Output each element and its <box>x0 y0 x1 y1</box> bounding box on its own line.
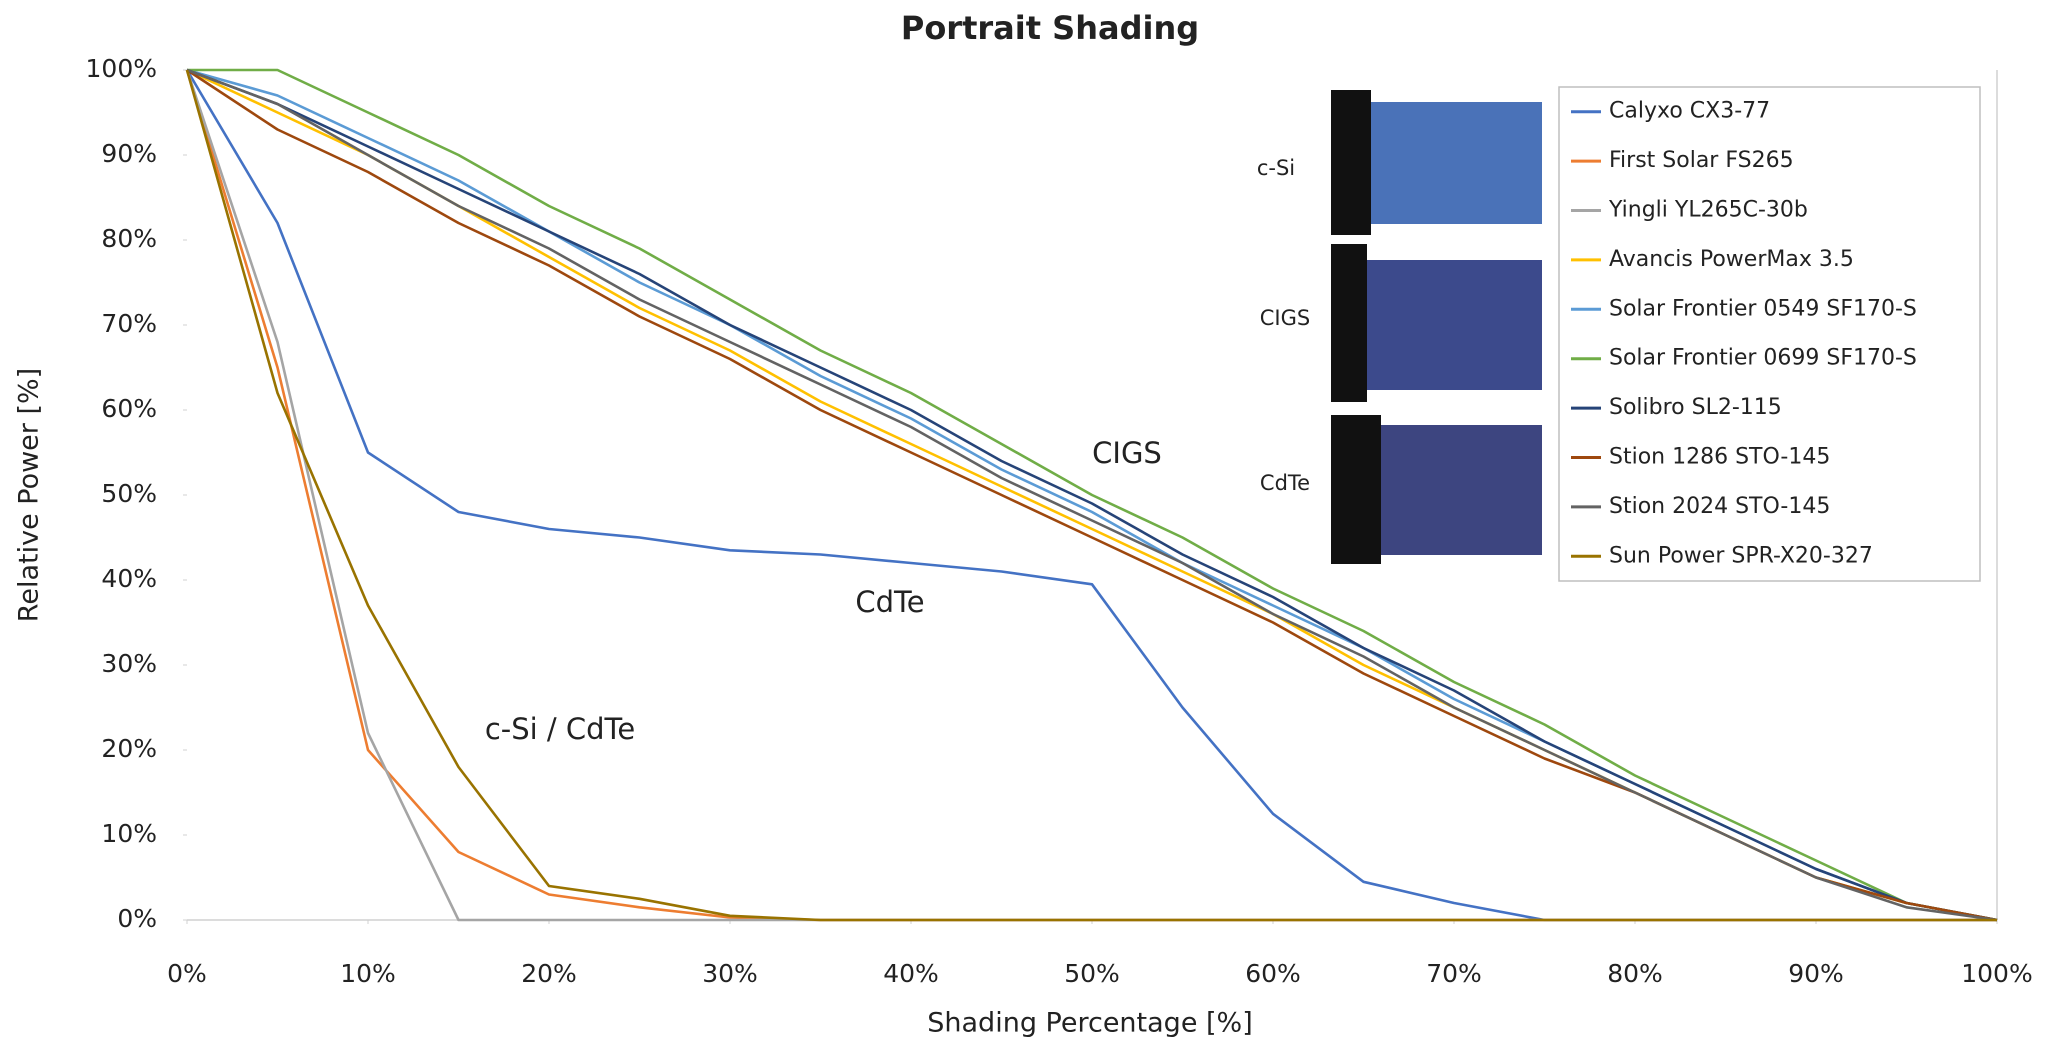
series-line <box>187 68 1998 922</box>
y-axis-title: Relative Power [%] <box>14 368 45 622</box>
inset-label: CdTe <box>1260 471 1310 495</box>
y-tick-label: 0% <box>117 904 157 933</box>
y-tick-label: 10% <box>101 819 157 848</box>
inset-shade <box>1331 90 1371 235</box>
legend-label: Stion 1286 STO-145 <box>1609 445 1830 470</box>
y-tick-label: 100% <box>86 54 157 83</box>
series-line <box>186 68 1998 922</box>
legend-box <box>1558 86 1981 582</box>
legend-label: Solar Frontier 0549 SF170-S <box>1609 296 1917 321</box>
legend-label: Sun Power SPR-X20-327 <box>1609 543 1873 568</box>
y-tick-label: 90% <box>101 139 157 168</box>
x-tick-label: 30% <box>702 959 758 988</box>
x-tick-label: 20% <box>521 959 577 988</box>
inset-panel <box>1371 102 1542 224</box>
x-tick-label: 100% <box>1961 959 2032 988</box>
x-tick-label: 70% <box>1426 959 1482 988</box>
y-tick-label: 50% <box>101 479 157 508</box>
inset-label: CIGS <box>1260 306 1310 330</box>
annotation: c-Si / CdTe <box>485 712 635 746</box>
x-tick-label: 40% <box>883 959 939 988</box>
y-tick-label: 80% <box>101 224 157 253</box>
series-line <box>185 69 1997 922</box>
x-tick-label: 0% <box>167 959 207 988</box>
chart-title: Portrait Shading <box>901 9 1199 47</box>
legend-label: Solar Frontier 0699 SF170-S <box>1609 346 1917 371</box>
legend-label: Avancis PowerMax 3.5 <box>1609 247 1854 272</box>
legend-label: Stion 2024 STO-145 <box>1609 494 1830 519</box>
annotation: CdTe <box>855 585 924 619</box>
inset-shade <box>1331 415 1381 564</box>
legend-label: Yingli YL265C-30b <box>1608 198 1808 223</box>
y-tick-label: 60% <box>101 394 157 423</box>
series-line <box>186 68 1998 922</box>
x-tick-label: 60% <box>1245 959 1301 988</box>
legend-label: Calyxo CX3-77 <box>1609 99 1770 124</box>
x-tick-label: 10% <box>340 959 396 988</box>
legend-label: Solibro SL2-115 <box>1609 395 1782 420</box>
x-axis-title: Shading Percentage [%] <box>927 1008 1252 1039</box>
x-tick-label: 90% <box>1788 959 1844 988</box>
y-tick-label: 70% <box>101 309 157 338</box>
inset-label: c-Si <box>1257 156 1295 180</box>
inset: c-Si CIGS CdTe <box>1257 90 1542 564</box>
inset-panel <box>1367 260 1542 390</box>
y-tick-label: 30% <box>101 649 157 678</box>
annotation: CIGS <box>1092 436 1162 470</box>
y-tick-label: 20% <box>101 734 157 763</box>
inset-panel <box>1381 425 1542 555</box>
legend-label: First Solar FS265 <box>1609 148 1794 173</box>
x-tick-label: 50% <box>1064 959 1120 988</box>
inset-shade <box>1331 244 1367 402</box>
x-tick-label: 80% <box>1607 959 1663 988</box>
y-tick-label: 40% <box>101 564 157 593</box>
